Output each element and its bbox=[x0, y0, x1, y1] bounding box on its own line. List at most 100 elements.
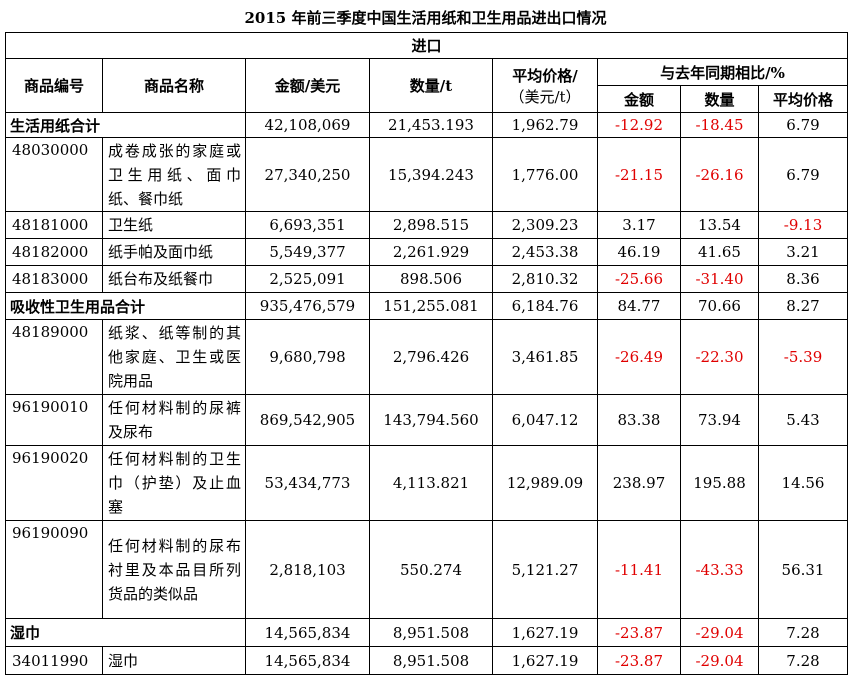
yoy-avg-price-cell: 8.27 bbox=[757, 292, 849, 320]
amount-cell: 9,680,798 bbox=[245, 319, 370, 395]
table-title: 2015 年前三季度中国生活用纸和卫生用品进出口情况 bbox=[244, 9, 607, 27]
product-code: 48189000 bbox=[5, 319, 103, 395]
subtotal-row: 湿巾 14,565,834 8,951.508 1,627.19 -23.87 -29.0… bbox=[5, 618, 849, 647]
yoy-amount-cell: -12.92 bbox=[597, 112, 681, 138]
quantity-cell: 898.506 bbox=[369, 265, 493, 293]
amount-cell: 5,549,377 bbox=[245, 238, 370, 266]
quantity-cell: 8,951.508 bbox=[369, 646, 493, 675]
amount-cell: 869,542,905 bbox=[245, 394, 370, 446]
table-row: 96190090 任何材料制的尿布衬里及本品目所列货品的类似品 2,818,103 5… bbox=[5, 520, 849, 619]
product-name: 任何材料制的尿裤及尿布 bbox=[102, 394, 246, 446]
yoy-amount-cell: 3.17 bbox=[597, 211, 681, 239]
yoy-quantity-cell: -29.04 bbox=[680, 646, 759, 675]
yoy-amount-cell: -25.66 bbox=[597, 265, 681, 293]
product-name: 任何材料制的卫生巾（护垫）及止血塞 bbox=[102, 445, 246, 521]
yoy-amount-cell: -23.87 bbox=[597, 618, 681, 647]
product-name: 卫生纸 bbox=[102, 211, 246, 239]
table-row: 48189000 纸浆、纸等制的其他家庭、卫生或医院用品 9,680,798 2,79… bbox=[5, 319, 849, 395]
table-row: 48182000 纸手帕及面巾纸 5,549,377 2,261.929 2,453.3… bbox=[5, 238, 849, 266]
yoy-avg-price-cell: -5.39 bbox=[757, 319, 849, 395]
yoy-avg-price-cell: 5.43 bbox=[757, 394, 849, 446]
amount-cell: 935,476,579 bbox=[245, 292, 370, 320]
product-name: 纸手帕及面巾纸 bbox=[102, 238, 246, 266]
yoy-quantity-cell: 70.66 bbox=[680, 292, 759, 320]
subtotal-row: 吸收性卫生用品合计 935,476,579 151,255.081 6,184.76 8… bbox=[5, 292, 849, 320]
yoy-quantity-cell: -22.30 bbox=[680, 319, 759, 395]
yoy-quantity-cell: -29.04 bbox=[680, 618, 759, 647]
avg-price-cell: 3,461.85 bbox=[492, 319, 598, 395]
amount-cell: 2,818,103 bbox=[245, 520, 370, 619]
header-row-1: 商品编号 商品名称 金额/美元 数量/t 平均价格/ （美元/t） 与去年同期相… bbox=[5, 58, 849, 113]
quantity-cell: 143,794.560 bbox=[369, 394, 493, 446]
table-row: 48181000 卫生纸 6,693,351 2,898.515 2,309.23 3.1… bbox=[5, 211, 849, 239]
avg-price-cell: 6,047.12 bbox=[492, 394, 598, 446]
amount-cell: 42,108,069 bbox=[245, 112, 370, 138]
avg-price-cell: 2,810.32 bbox=[492, 265, 598, 293]
yoy-amount-cell: -11.41 bbox=[597, 520, 681, 619]
yoy-avg-price-cell: 7.28 bbox=[757, 646, 849, 675]
yoy-amount-cell: 84.77 bbox=[597, 292, 681, 320]
yoy-quantity-cell: -43.33 bbox=[680, 520, 759, 619]
quantity-cell: 2,796.426 bbox=[369, 319, 493, 395]
import-table: 进口 商品编号 商品名称 金额/美元 数量/t 平均价格/ （美元/t） 与去年… bbox=[4, 32, 849, 675]
yoy-quantity-cell: -18.45 bbox=[680, 112, 759, 138]
quantity-cell: 21,453.193 bbox=[369, 112, 493, 138]
product-code: 48182000 bbox=[5, 238, 103, 266]
product-code: 48183000 bbox=[5, 265, 103, 293]
avg-price-cell: 2,453.38 bbox=[492, 238, 598, 266]
amount-cell: 27,340,250 bbox=[245, 137, 370, 212]
yoy-avg-price-cell: 7.28 bbox=[757, 618, 849, 647]
amount-cell: 14,565,834 bbox=[245, 646, 370, 675]
avg-price-cell: 2,309.23 bbox=[492, 211, 598, 239]
header-yoy-avg-price: 平均价格 bbox=[757, 85, 849, 113]
quantity-cell: 550.274 bbox=[369, 520, 493, 619]
table-row: 96190010 任何材料制的尿裤及尿布 869,542,905 143,794.56… bbox=[5, 394, 849, 446]
yoy-amount-cell: -23.87 bbox=[597, 646, 681, 675]
product-code: 48030000 bbox=[5, 137, 103, 212]
quantity-cell: 2,898.515 bbox=[369, 211, 493, 239]
amount-cell: 2,525,091 bbox=[245, 265, 370, 293]
avg-price-cell: 12,989.09 bbox=[492, 445, 598, 521]
product-code: 34011990 bbox=[5, 646, 103, 675]
yoy-amount-cell: 83.38 bbox=[597, 394, 681, 446]
amount-cell: 53,434,773 bbox=[245, 445, 370, 521]
header-yoy-amount: 金额 bbox=[597, 85, 681, 113]
yoy-avg-price-cell: 56.31 bbox=[757, 520, 849, 619]
yoy-amount-cell: -21.15 bbox=[597, 137, 681, 212]
product-name: 任何材料制的尿布衬里及本品目所列货品的类似品 bbox=[102, 520, 246, 619]
product-name: 湿巾 bbox=[102, 646, 246, 675]
avg-price-cell: 6,184.76 bbox=[492, 292, 598, 320]
product-name: 纸浆、纸等制的其他家庭、卫生或医院用品 bbox=[102, 319, 246, 395]
yoy-quantity-cell: -31.40 bbox=[680, 265, 759, 293]
subtotal-name: 吸收性卫生用品合计 bbox=[5, 292, 246, 320]
product-name: 成卷成张的家庭或卫生用纸、面巾纸、餐巾纸 bbox=[102, 137, 246, 212]
table-row: 34011990 湿巾 14,565,834 8,951.508 1,627.19 -23… bbox=[5, 646, 849, 675]
avg-price-cell: 1,776.00 bbox=[492, 137, 598, 212]
header-yoy-quantity: 数量 bbox=[680, 85, 759, 113]
header-code: 商品编号 bbox=[5, 58, 103, 113]
quantity-cell: 15,394.243 bbox=[369, 137, 493, 212]
header-quantity: 数量/t bbox=[369, 58, 493, 113]
subtotal-name: 湿巾 bbox=[5, 618, 246, 647]
quantity-cell: 2,261.929 bbox=[369, 238, 493, 266]
header-row-2: 金额 数量 平均价格 bbox=[6, 85, 849, 113]
table-row: 48183000 纸台布及纸餐巾 2,525,091 898.506 2,810.32-… bbox=[5, 265, 849, 293]
avg-price-cell: 1,627.19 bbox=[492, 618, 598, 647]
quantity-cell: 4,113.821 bbox=[369, 445, 493, 521]
avg-price-cell: 1,962.79 bbox=[492, 112, 598, 138]
section-row: 进口 bbox=[4, 32, 849, 59]
quantity-cell: 8,951.508 bbox=[369, 618, 493, 647]
yoy-avg-price-cell: -9.13 bbox=[757, 211, 849, 239]
subtotal-row: 生活用纸合计 42,108,069 21,453.193 1,962.79 -12.92… bbox=[5, 112, 849, 138]
header-avg-price: 平均价格/ （美元/t） bbox=[492, 58, 598, 113]
header-yoy-group: 与去年同期相比/% bbox=[596, 58, 849, 86]
table-row: 96190020 任何材料制的卫生巾（护垫）及止血塞 53,434,773 4,113… bbox=[5, 445, 849, 521]
yoy-quantity-cell: 73.94 bbox=[680, 394, 759, 446]
product-code: 96190010 bbox=[5, 394, 103, 446]
yoy-avg-price-cell: 8.36 bbox=[757, 265, 849, 293]
avg-price-cell: 1,627.19 bbox=[492, 646, 598, 675]
yoy-amount-cell: 238.97 bbox=[597, 445, 681, 521]
product-code: 48181000 bbox=[5, 211, 103, 239]
product-code: 96190090 bbox=[5, 520, 103, 619]
yoy-avg-price-cell: 6.79 bbox=[757, 137, 849, 212]
